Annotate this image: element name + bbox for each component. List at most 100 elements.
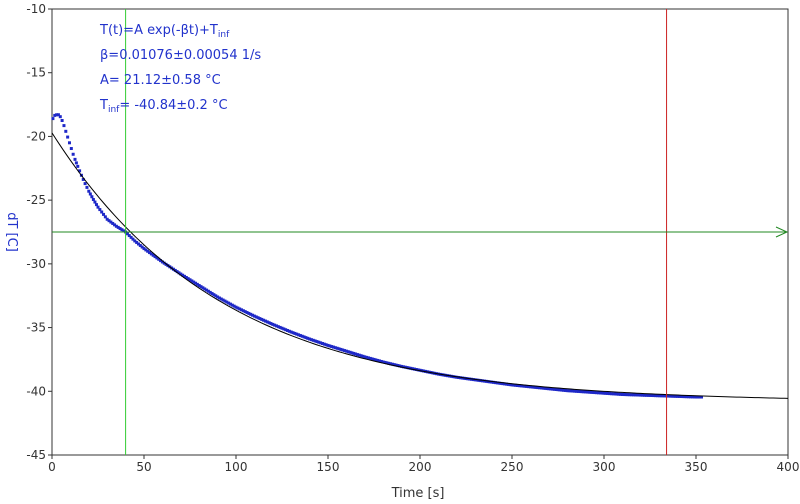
data-point [390, 362, 394, 366]
data-point [298, 334, 302, 338]
data-point [103, 215, 107, 219]
data-point [626, 393, 630, 397]
data-point [591, 390, 595, 394]
data-point [69, 147, 73, 151]
data-point [67, 141, 71, 145]
data-point [91, 198, 95, 202]
data-point [617, 392, 621, 396]
data-point [565, 389, 569, 393]
data-point [376, 358, 380, 362]
data-point [392, 363, 396, 367]
data-point [225, 300, 229, 304]
data-point [343, 349, 347, 353]
data-point [51, 117, 55, 121]
data-point [585, 390, 589, 394]
data-point [138, 244, 142, 248]
svg-text:T(t)=A exp(-βt)+Tinf: T(t)=A exp(-βt)+Tinf [99, 23, 230, 40]
data-point [118, 227, 122, 231]
data-point [249, 312, 253, 316]
data-point [582, 390, 586, 394]
data-point [573, 389, 577, 393]
data-point [545, 387, 549, 391]
data-point [260, 317, 264, 321]
data-point [661, 394, 665, 398]
cursor-arrow-icon[interactable] [775, 226, 789, 238]
x-tick-label: 200 [409, 460, 432, 474]
data-point [479, 379, 483, 383]
data-point [379, 359, 383, 363]
data-point [567, 389, 571, 393]
data-point [98, 208, 102, 212]
data-point [317, 340, 321, 344]
data-point [622, 393, 626, 397]
data-point [552, 387, 556, 391]
data-point [87, 189, 91, 193]
data-point [206, 289, 210, 293]
data-point [144, 248, 148, 252]
data-point [606, 391, 610, 395]
data-point [536, 386, 540, 390]
data-point [677, 394, 681, 398]
data-point [66, 135, 70, 139]
data-point [227, 301, 231, 305]
x-tick-label: 250 [501, 460, 524, 474]
data-point [637, 393, 641, 397]
data-point [297, 333, 301, 337]
data-point [490, 380, 494, 384]
data-point [539, 386, 543, 390]
beta-text: β=0.01076±0.00054 1/s [100, 48, 261, 63]
data-point [482, 379, 486, 383]
data-point [122, 229, 126, 233]
data-point [576, 389, 580, 393]
data-point [287, 329, 291, 333]
y-tick-labels: -10 -15 -20 -25 -30 -35 -40 -45 [26, 2, 46, 462]
data-point [668, 394, 672, 398]
x-tick-label: 400 [777, 460, 800, 474]
data-point [654, 394, 658, 398]
data-point [341, 348, 345, 352]
data-point [510, 383, 514, 387]
data-point [333, 346, 337, 350]
data-point [157, 257, 161, 261]
data-point [295, 332, 299, 336]
data-point [512, 383, 516, 387]
data-point [538, 386, 542, 390]
data-point [385, 361, 389, 365]
data-point [258, 317, 262, 321]
data-point [652, 394, 656, 398]
data-point [398, 364, 402, 368]
data-point [378, 359, 382, 363]
data-point [58, 115, 62, 119]
data-point [554, 388, 558, 391]
data-point [593, 391, 597, 395]
data-point [181, 273, 185, 277]
data-point [293, 331, 297, 335]
data-point [62, 124, 66, 128]
data-point [381, 360, 385, 364]
data-point [127, 234, 131, 238]
fit-annotation: T(t)=A exp(-βt)+Tinf β=0.01076±0.00054 1… [99, 23, 261, 115]
data-point [282, 327, 286, 331]
data-point [262, 318, 266, 322]
y-tick-label: -35 [26, 321, 46, 335]
equation-subscript: inf [218, 30, 230, 40]
data-point [330, 345, 334, 349]
data-point [580, 390, 584, 394]
data-point [153, 255, 157, 259]
data-point [194, 281, 198, 285]
data-point [655, 394, 659, 398]
data-point [394, 363, 398, 367]
data-point [93, 200, 97, 204]
data-point [216, 295, 220, 299]
amplitude-text: A= 21.12±0.58 °C [100, 73, 221, 88]
data-point [344, 349, 348, 353]
data-point [162, 261, 166, 265]
data-point [326, 343, 330, 347]
data-point [484, 379, 488, 383]
data-point [300, 334, 304, 338]
data-point [503, 382, 507, 386]
data-point [589, 390, 593, 394]
data-point [286, 329, 290, 332]
data-point [60, 119, 64, 122]
